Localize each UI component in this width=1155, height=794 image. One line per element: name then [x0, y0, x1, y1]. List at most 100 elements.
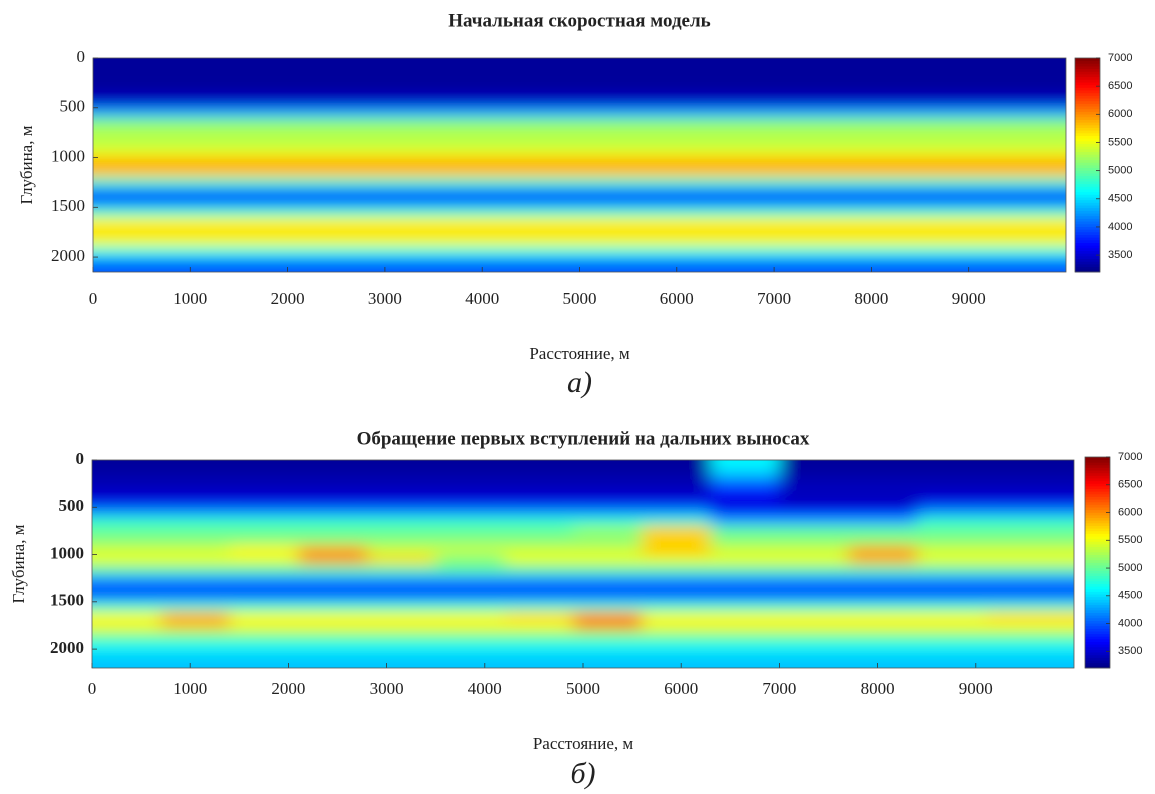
y-tick-label: 500 — [60, 97, 86, 116]
heatmap-cell — [504, 554, 574, 565]
heatmap-cell — [641, 545, 712, 556]
heatmap-cell — [92, 611, 162, 622]
heatmap-cell — [93, 167, 1066, 178]
heatmap-cell — [229, 554, 299, 565]
heatmap-cell — [229, 639, 299, 650]
colorbar-segment — [1075, 258, 1100, 262]
colorbar-segment — [1075, 122, 1100, 126]
heatmap-cell — [435, 649, 505, 660]
heatmap-cell — [573, 658, 643, 668]
heatmap-cell — [573, 469, 643, 480]
heatmap-cell — [504, 582, 574, 593]
heatmap-cell — [93, 257, 1066, 268]
colorbar-segment — [1085, 641, 1110, 645]
x-tick-label: 2000 — [271, 289, 305, 308]
heatmap-cell — [779, 573, 849, 584]
heatmap-cell — [641, 601, 712, 612]
heatmap-cell — [160, 507, 230, 518]
heatmap-cell — [298, 554, 368, 565]
colorbar-tick-label: 6000 — [1118, 506, 1142, 518]
heatmap-cell — [504, 601, 574, 612]
heatmap-cell — [160, 526, 230, 537]
heatmap-cell — [93, 227, 1066, 238]
heatmap-cell — [160, 630, 230, 641]
heatmap-cell — [92, 526, 162, 537]
heatmap-cell — [93, 177, 1066, 188]
colorbar-segment — [1085, 660, 1110, 664]
colorbar-segment — [1075, 266, 1100, 270]
colorbar-segment — [1075, 84, 1100, 88]
heatmap-cell — [916, 526, 987, 537]
colorbar-tick-label: 4500 — [1118, 590, 1142, 602]
colorbar-segment — [1075, 207, 1100, 211]
colorbar-segment — [1085, 638, 1110, 643]
heatmap-cell — [779, 658, 849, 668]
colorbar-segment — [1085, 499, 1110, 503]
heatmap-cell — [573, 488, 643, 499]
colorbar-segment — [1085, 591, 1110, 595]
x-tick-label: 2000 — [271, 679, 305, 698]
colorbar-segment — [1085, 501, 1110, 505]
heatmap-cell — [641, 469, 712, 480]
heatmap-cell — [298, 620, 368, 631]
heatmap-cell — [229, 630, 299, 641]
heatmap-cell — [710, 564, 780, 574]
heatmap-cell — [504, 620, 574, 631]
colorbar-segment — [1085, 604, 1110, 608]
colorbar-segment — [1075, 223, 1100, 227]
x-tick-label: 9000 — [952, 289, 986, 308]
heatmap-cell — [366, 526, 437, 537]
colorbar-segment — [1075, 132, 1100, 136]
heatmap-cell — [710, 554, 780, 565]
heatmap-cell — [848, 564, 918, 574]
heatmap-cell — [985, 658, 1074, 668]
colorbar-segment — [1085, 559, 1110, 563]
heatmap-cell — [985, 639, 1074, 650]
heatmap-cell — [229, 611, 299, 622]
heatmap-cell — [160, 554, 230, 565]
heatmap-cell — [779, 469, 849, 480]
colorbar-segment — [1075, 239, 1100, 243]
heatmap-cell — [779, 601, 849, 612]
heatmap-cell — [298, 658, 368, 668]
colorbar-segment — [1075, 146, 1100, 150]
colorbar-segment — [1085, 578, 1110, 582]
heatmap-cell — [848, 488, 918, 499]
colorbar-segment — [1085, 475, 1110, 479]
heatmap-cell — [92, 592, 162, 603]
heatmap-cell — [848, 658, 918, 668]
chart-title: Начальная скоростная модель — [448, 10, 710, 31]
heatmap-cell — [366, 488, 437, 499]
heatmap-cell — [641, 639, 712, 650]
heatmap-cell — [229, 526, 299, 537]
heatmap-cell — [779, 620, 849, 631]
colorbar-segment — [1075, 68, 1100, 72]
colorbar-tick-label: 6500 — [1118, 479, 1142, 491]
heatmap-cell — [366, 658, 437, 668]
colorbar-segment — [1085, 472, 1110, 476]
heatmap-cell — [848, 469, 918, 480]
colorbar-segment — [1085, 570, 1110, 574]
heatmap-cell — [573, 497, 643, 508]
heatmap-cell — [710, 611, 780, 622]
colorbar-segment — [1085, 623, 1110, 627]
colorbar-tick-label: 4000 — [1118, 617, 1142, 629]
colorbar-segment — [1085, 538, 1110, 542]
heatmap-cell — [641, 460, 712, 470]
colorbar-tick-label: 5500 — [1108, 136, 1132, 148]
heatmap-cell — [93, 197, 1066, 208]
x-axis-label: Расстояние, м — [529, 344, 630, 363]
colorbar-segment — [1085, 522, 1110, 526]
colorbar-segment — [1075, 237, 1100, 241]
colorbar-segment — [1075, 60, 1100, 64]
heatmap-cell — [573, 630, 643, 641]
heatmap-cell — [641, 507, 712, 518]
heatmap-cell — [92, 658, 162, 668]
panel-caption: б) — [570, 757, 595, 790]
colorbar-segment — [1075, 183, 1100, 187]
heatmap-cell — [366, 592, 437, 603]
colorbar-segment — [1085, 602, 1110, 606]
heatmap-cell — [92, 545, 162, 556]
heatmap-cell — [229, 469, 299, 480]
heatmap-cell — [710, 658, 780, 668]
